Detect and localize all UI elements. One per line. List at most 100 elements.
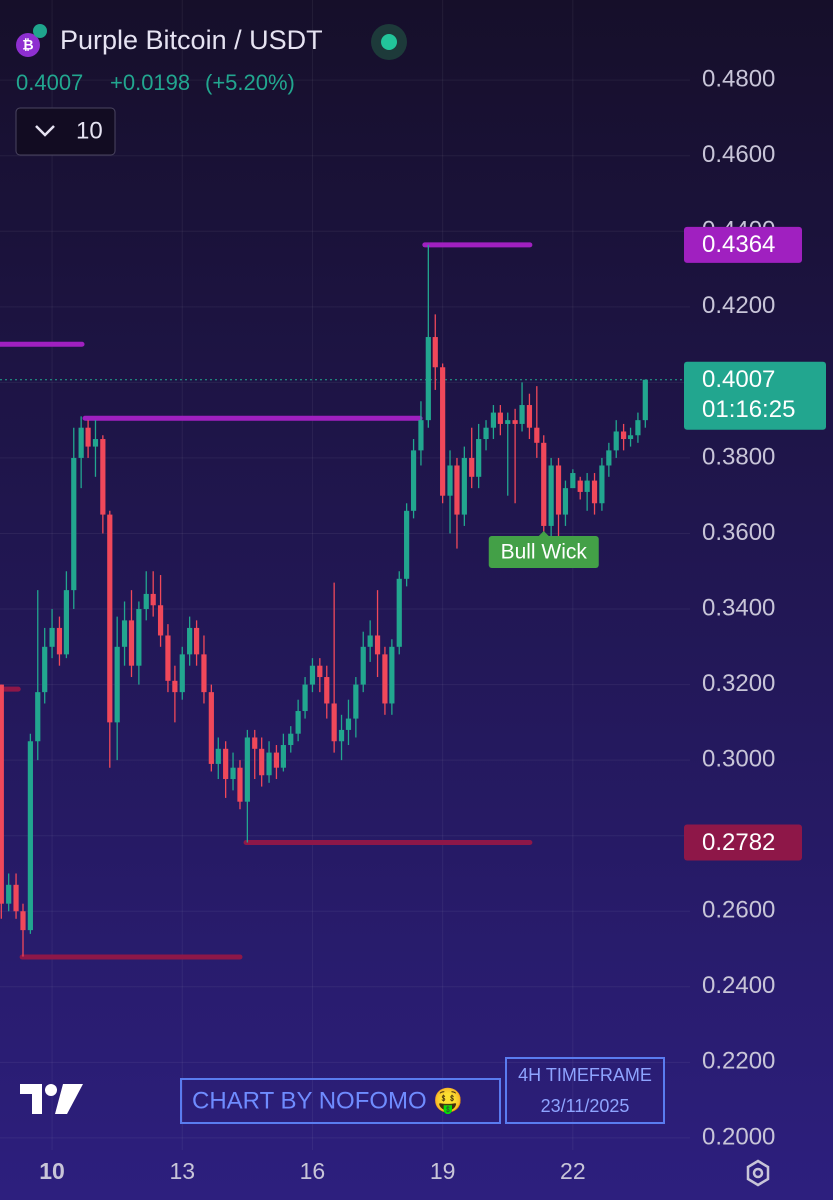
interval-dropdown[interactable] [15, 107, 116, 156]
candle-body [107, 514, 113, 723]
candle-body [642, 379, 648, 421]
x-tick-label: 16 [300, 1158, 326, 1184]
y-tick-label: 0.4800 [702, 65, 775, 92]
candle-body [483, 427, 489, 440]
candle-body [635, 420, 641, 436]
candle-body [42, 646, 48, 693]
chart-date: 23/11/2025 [541, 1096, 630, 1116]
level-badge [684, 226, 802, 263]
y-tick-label: 0.2400 [702, 972, 775, 999]
candle-body [584, 480, 590, 492]
candle-body [193, 627, 200, 655]
price-badge-countdown: 01:16:25 [702, 396, 795, 423]
candle-body [223, 748, 229, 780]
y-tick-label: 0.2200 [702, 1048, 775, 1075]
candle-body [591, 480, 598, 504]
candle-body [541, 442, 547, 526]
candle-body [49, 627, 55, 647]
candle-body [621, 431, 627, 440]
price-badge-label: 0.4007 [702, 366, 775, 393]
settings-icon[interactable] [746, 1159, 770, 1187]
candle-body [519, 405, 525, 424]
candle-body [548, 465, 554, 526]
annotation: Bull Wick [488, 531, 599, 569]
x-tick-label: 13 [169, 1158, 195, 1184]
candle-body [252, 737, 258, 749]
candle-body [374, 635, 381, 655]
y-tick-label: 0.3400 [702, 594, 775, 621]
candle-body [447, 465, 453, 496]
candle-body [396, 578, 402, 647]
candle-body [418, 420, 424, 451]
candle-body [56, 627, 63, 655]
y-tick-label: 0.4600 [702, 141, 775, 168]
candle-body [382, 654, 388, 704]
candle-body [295, 711, 301, 734]
level-badge-label: 0.2782 [702, 829, 775, 856]
candle-body [613, 431, 619, 451]
candle-body [570, 473, 576, 489]
candle-body [317, 665, 323, 678]
candle-body [157, 605, 164, 636]
timeframe-box [505, 1057, 665, 1124]
y-tick-label: 0.3600 [702, 519, 775, 546]
candle-body [27, 741, 33, 931]
candle-body [309, 665, 316, 685]
interval-value: 10 [76, 117, 103, 144]
candle-body [338, 729, 345, 742]
overlay: ₿ Purple Bitcoin / USDT 0.4007 +0.0198 (… [15, 24, 826, 1187]
candle-body [6, 884, 12, 904]
price-change: +0.0198 [110, 70, 190, 95]
candle-body [237, 767, 243, 802]
coin-badge [33, 24, 47, 38]
candle-body [13, 884, 19, 912]
candle-body [100, 439, 106, 515]
candle-body [143, 593, 149, 610]
symbol-title: Purple Bitcoin / USDT [60, 25, 323, 55]
y-tick-label: 0.2000 [702, 1123, 775, 1150]
timeframe: 4H TIMEFRAME [518, 1065, 652, 1085]
watermark: CHART BY NOFOMO 🤑 [192, 1087, 463, 1114]
candle-body [345, 718, 352, 730]
candle-body [288, 733, 294, 746]
candle-body [121, 620, 128, 647]
candle-body [331, 703, 337, 742]
candle-body [512, 420, 518, 424]
y-tick-label: 0.3000 [702, 745, 775, 772]
candle-body [20, 911, 26, 931]
candle-body [187, 627, 193, 655]
candle-body [627, 435, 634, 440]
coin-icon [16, 33, 40, 57]
candle-body [273, 752, 280, 768]
annotation-label: Bull Wick [501, 541, 588, 564]
candle-body [440, 367, 446, 496]
candle-body [150, 593, 156, 606]
level-badge-label: 0.4364 [702, 231, 775, 258]
y-tick-label: 0.4200 [702, 292, 775, 319]
candle-body [389, 646, 395, 704]
candle-body [606, 450, 612, 466]
candle-body [353, 684, 359, 719]
candle-body [534, 427, 540, 443]
annotation-pointer [537, 531, 550, 538]
x-tick-label: 10 [39, 1158, 65, 1184]
candle-body [577, 480, 583, 492]
candle-body [555, 465, 562, 515]
candle-body [469, 457, 475, 477]
candle-body [136, 609, 142, 666]
candle-body [63, 590, 69, 655]
candle-body [476, 439, 482, 477]
candle-body [490, 412, 497, 428]
candle-body [497, 412, 503, 424]
candle-body [165, 635, 171, 681]
candle-body [562, 488, 569, 515]
status-dot [381, 34, 397, 50]
candle-body [266, 752, 272, 776]
candle-body [360, 646, 366, 685]
candle-body [324, 677, 330, 704]
candle-body [128, 620, 135, 666]
candle-body [425, 337, 431, 421]
candle-body [404, 510, 410, 579]
